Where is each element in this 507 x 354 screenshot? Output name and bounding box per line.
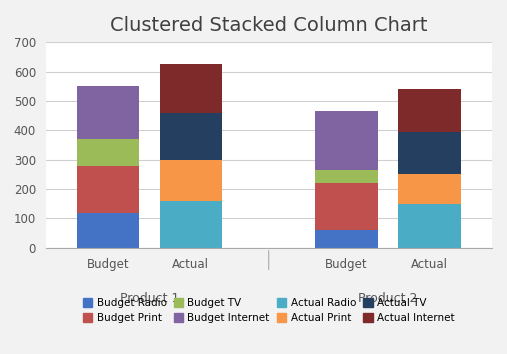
Title: Clustered Stacked Column Chart: Clustered Stacked Column Chart [110, 16, 427, 35]
Bar [315, 112, 378, 170]
Bar [77, 166, 139, 213]
Bar [315, 183, 378, 230]
Bar [77, 213, 139, 248]
Bar [160, 64, 222, 113]
Bar [160, 113, 222, 160]
Text: Product 1: Product 1 [120, 292, 179, 305]
Bar [399, 204, 461, 248]
Bar [77, 139, 139, 166]
Legend: Budget Radio, Budget Print, Budget TV, Budget Internet, Actual Radio, Actual Pri: Budget Radio, Budget Print, Budget TV, B… [83, 298, 454, 324]
Bar [315, 230, 378, 248]
Bar [160, 160, 222, 201]
Bar [399, 175, 461, 204]
Text: Product 2: Product 2 [358, 292, 418, 305]
Bar [160, 201, 222, 248]
Bar [77, 86, 139, 139]
Bar [399, 90, 461, 132]
Bar [399, 132, 461, 175]
Bar [315, 170, 378, 183]
